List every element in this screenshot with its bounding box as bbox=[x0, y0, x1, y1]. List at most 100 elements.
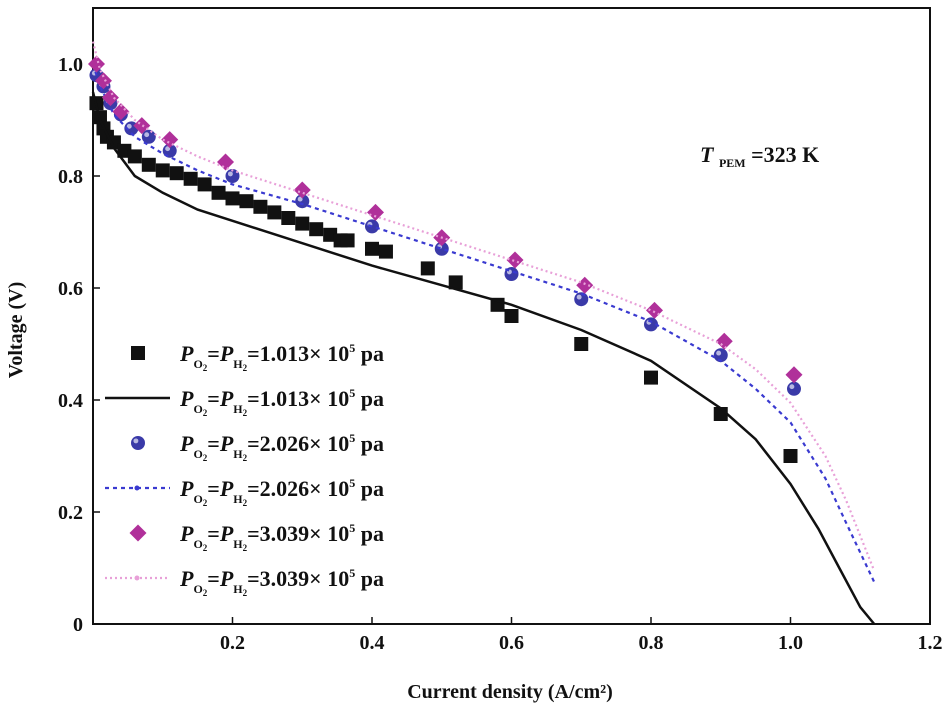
legend-label-part: 5 bbox=[349, 431, 355, 445]
legend-label-part: = bbox=[207, 386, 220, 411]
data-point-diamond bbox=[129, 524, 147, 542]
data-point-circle bbox=[786, 381, 801, 396]
legend-line-dot bbox=[134, 575, 140, 581]
series-3 bbox=[91, 63, 876, 583]
legend-label-part: H bbox=[233, 582, 243, 596]
circle-highlight bbox=[297, 196, 303, 202]
legend-label-part: P bbox=[179, 476, 194, 501]
legend-label-part: 5 bbox=[349, 386, 355, 400]
data-point-square bbox=[281, 211, 296, 225]
y-tick-label: 0.8 bbox=[58, 166, 83, 188]
data-point-square bbox=[340, 233, 355, 248]
series-1 bbox=[91, 91, 876, 625]
data-point-diamond bbox=[112, 103, 130, 121]
legend-label-part: pa bbox=[355, 386, 384, 411]
circle-highlight bbox=[716, 350, 722, 356]
data-point-circle bbox=[295, 194, 310, 209]
series-line bbox=[91, 63, 876, 583]
circle-highlight bbox=[576, 294, 582, 300]
annotation-value: =323 K bbox=[751, 142, 819, 167]
legend-label-part: O bbox=[193, 402, 202, 416]
legend-label: PO2=PH2=3.039× 105 pa bbox=[179, 566, 384, 598]
data-point-square bbox=[131, 346, 145, 360]
x-tick-label: 1.2 bbox=[918, 632, 943, 654]
legend-label: PO2=PH2=1.013× 105 pa bbox=[179, 386, 384, 418]
legend-label-part: P bbox=[219, 341, 234, 366]
legend-label-part: =3.039× 10 bbox=[247, 521, 349, 546]
data-point-square bbox=[420, 261, 435, 276]
data-point-circle bbox=[141, 129, 156, 144]
legend-label: PO2=PH2=1.013× 105 pa bbox=[179, 341, 384, 373]
x-tick-label: 0.4 bbox=[360, 632, 385, 654]
legend-label-part: H bbox=[233, 402, 243, 416]
circle-body bbox=[131, 436, 145, 450]
data-point-square bbox=[378, 244, 393, 259]
y-tick-label: 1.0 bbox=[58, 54, 83, 76]
data-point-square bbox=[169, 166, 184, 181]
x-axis-title: Current density (A/cm²) bbox=[407, 681, 613, 703]
legend-label-part: 2 bbox=[203, 543, 208, 553]
circle-highlight bbox=[126, 123, 132, 129]
legend-label-part: = bbox=[207, 521, 220, 546]
legend-label-part: =2.026× 10 bbox=[247, 431, 349, 456]
data-point-square bbox=[183, 171, 198, 186]
legend-label-part: 2 bbox=[203, 453, 208, 463]
legend-label-part: =2.026× 10 bbox=[247, 476, 349, 501]
y-tick-label: 0.6 bbox=[58, 278, 83, 300]
legend-label-part: H bbox=[233, 492, 243, 506]
data-point-diamond bbox=[715, 332, 733, 350]
legend-label-part: P bbox=[219, 431, 234, 456]
legend-label-part: =3.039× 10 bbox=[247, 566, 349, 591]
legend-label-part: P bbox=[179, 566, 194, 591]
legend-label-part: O bbox=[193, 537, 202, 551]
data-point-square bbox=[365, 241, 379, 256]
legend-label-part: = bbox=[207, 566, 220, 591]
circle-highlight bbox=[789, 384, 795, 390]
legend-label-part: P bbox=[179, 431, 194, 456]
data-point-diamond bbox=[293, 181, 311, 199]
legend-label-part: P bbox=[219, 566, 234, 591]
circle-body bbox=[786, 381, 801, 396]
legend-label-part: 5 bbox=[349, 476, 355, 490]
legend-label-part: P bbox=[179, 386, 194, 411]
legend-item-4: PO2=PH2=3.039× 105 pa bbox=[129, 521, 384, 553]
data-point-diamond bbox=[217, 153, 235, 171]
legend-label-part: pa bbox=[355, 521, 384, 546]
x-axis-ticks: 0.2 0.4 0.6 0.8 1.0 1.2 bbox=[220, 617, 943, 654]
series-0 bbox=[89, 96, 798, 463]
y-axis-ticks: 0 0.2 0.4 0.6 0.8 1.0 bbox=[58, 54, 100, 636]
legend-label-part: 2 bbox=[243, 408, 248, 418]
legend-label-part: O bbox=[193, 582, 202, 596]
circle-highlight bbox=[227, 171, 233, 177]
series-line bbox=[91, 41, 876, 572]
legend-label-part: O bbox=[193, 357, 202, 371]
legend-label-part: 2 bbox=[243, 453, 248, 463]
legend-label-part: = bbox=[207, 431, 220, 456]
legend-label-part: 5 bbox=[349, 521, 355, 535]
data-point-square bbox=[448, 275, 463, 290]
series-line bbox=[91, 91, 876, 625]
data-point-square bbox=[644, 370, 658, 385]
series-layer bbox=[87, 41, 876, 625]
x-tick-label: 1.0 bbox=[778, 632, 803, 654]
data-point-diamond bbox=[576, 276, 594, 294]
data-point-square bbox=[295, 216, 310, 231]
legend-label-part: = bbox=[207, 476, 220, 501]
x-tick-label: 0.8 bbox=[639, 632, 664, 654]
legend-item-5: PO2=PH2=3.039× 105 pa bbox=[105, 566, 384, 598]
data-point-square bbox=[155, 163, 170, 178]
legend-label-part: 2 bbox=[203, 363, 208, 373]
legend-label-part: 2 bbox=[243, 363, 248, 373]
x-tick-label: 0.2 bbox=[220, 632, 245, 654]
legend-label-part: pa bbox=[355, 476, 384, 501]
y-tick-label: 0.2 bbox=[58, 502, 83, 524]
legend-label-part: O bbox=[193, 447, 202, 461]
legend-label-part: P bbox=[219, 386, 234, 411]
data-point-square bbox=[783, 449, 798, 463]
y-tick-label: 0.4 bbox=[58, 390, 83, 412]
x-tick-label: 0.6 bbox=[499, 632, 524, 654]
legend-label-part: 2 bbox=[203, 408, 208, 418]
data-point-square bbox=[211, 185, 226, 200]
